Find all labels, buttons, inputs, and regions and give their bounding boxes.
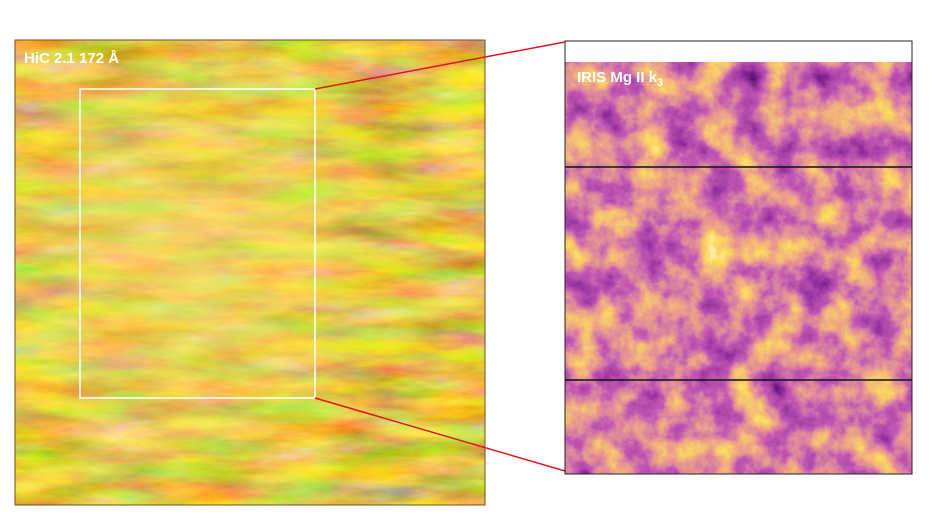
iris-label: IRIS Mg II k3 [577, 69, 663, 89]
iris-image [564, 40, 913, 475]
iris-label-subscript: 3 [657, 77, 663, 89]
zoom-box [79, 88, 316, 399]
connector-line [314, 397, 566, 472]
hic-label: HiC 2.1 172 Å [24, 50, 119, 67]
connector-line [314, 41, 566, 90]
hic-image [14, 39, 486, 506]
iris-label-text: IRIS Mg II k [577, 69, 658, 86]
